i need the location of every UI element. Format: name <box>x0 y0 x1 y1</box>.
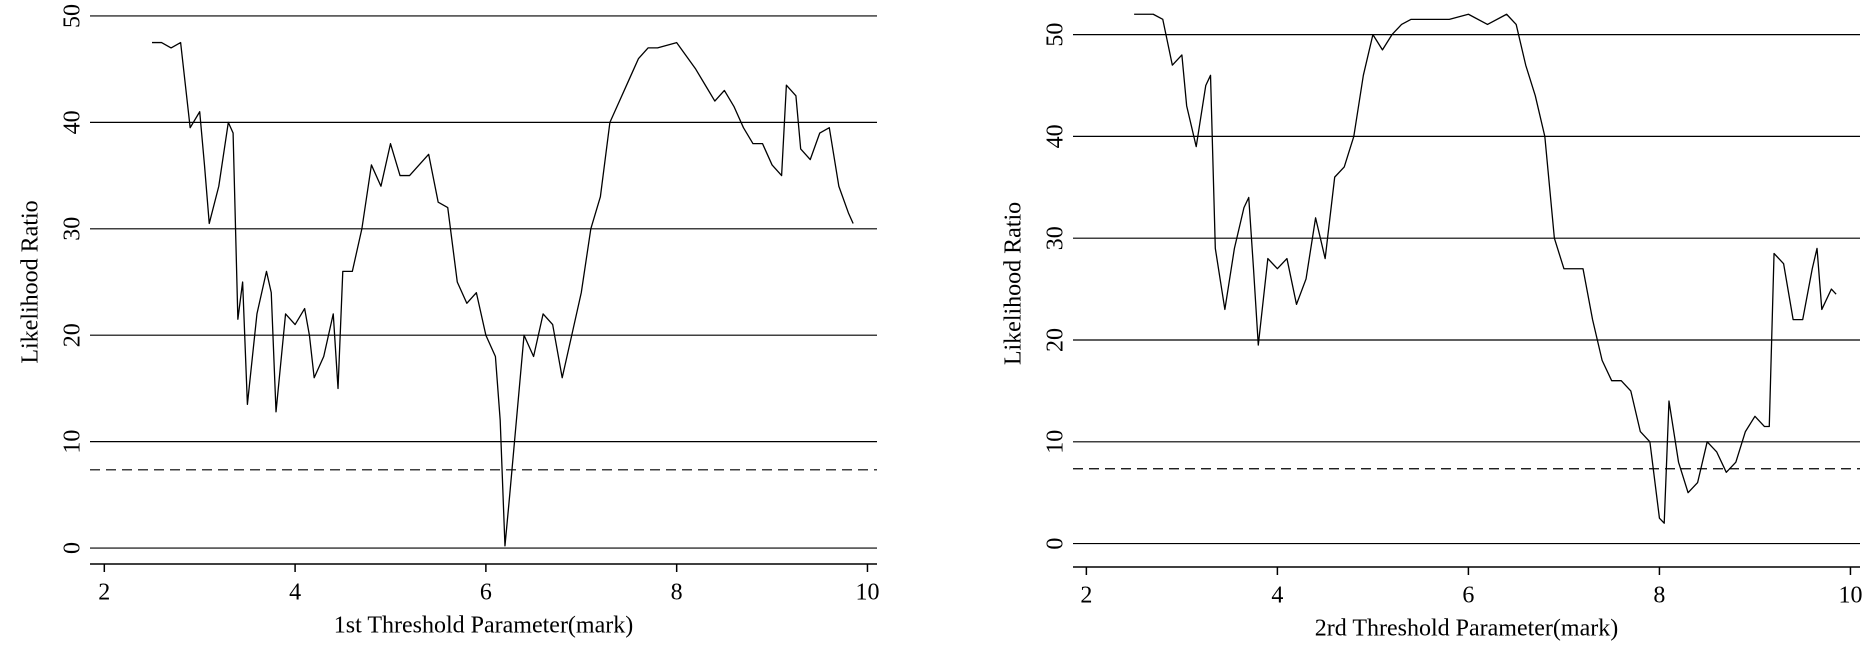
y-tick-label: 0 <box>1043 538 1069 550</box>
y-axis-label: Likelihood Ratio <box>18 200 44 363</box>
x-tick-label: 4 <box>1271 583 1283 609</box>
data-line <box>152 41 854 547</box>
x-axis-label: 1st Threshold Parameter(mark) <box>334 613 633 639</box>
y-axis-label: Likelihood Ratio <box>1001 202 1027 365</box>
y-tick-label: 40 <box>60 110 86 134</box>
x-tick-label: 10 <box>855 580 879 606</box>
y-tick-label: 20 <box>60 323 86 347</box>
x-tick-label: 2 <box>1080 583 1092 609</box>
y-tick-label: 10 <box>60 430 86 454</box>
x-tick-label: 8 <box>1653 583 1665 609</box>
x-tick-label: 6 <box>480 580 492 606</box>
y-tick-label: 20 <box>1043 328 1069 352</box>
data-line <box>1134 13 1837 524</box>
x-tick-label: 4 <box>289 580 301 606</box>
x-tick-label: 6 <box>1462 583 1474 609</box>
y-tick-label: 30 <box>60 217 86 241</box>
y-tick-label: 50 <box>60 4 86 28</box>
y-tick-label: 50 <box>1043 23 1069 47</box>
x-tick-label: 8 <box>671 580 683 606</box>
x-axis-label: 2rd Threshold Parameter(mark) <box>1315 616 1618 642</box>
y-tick-label: 10 <box>1043 430 1069 454</box>
y-tick-label: 0 <box>60 542 86 554</box>
x-tick-label: 10 <box>1838 583 1862 609</box>
y-tick-label: 40 <box>1043 124 1069 148</box>
y-tick-label: 30 <box>1043 226 1069 250</box>
x-tick-label: 2 <box>98 580 110 606</box>
